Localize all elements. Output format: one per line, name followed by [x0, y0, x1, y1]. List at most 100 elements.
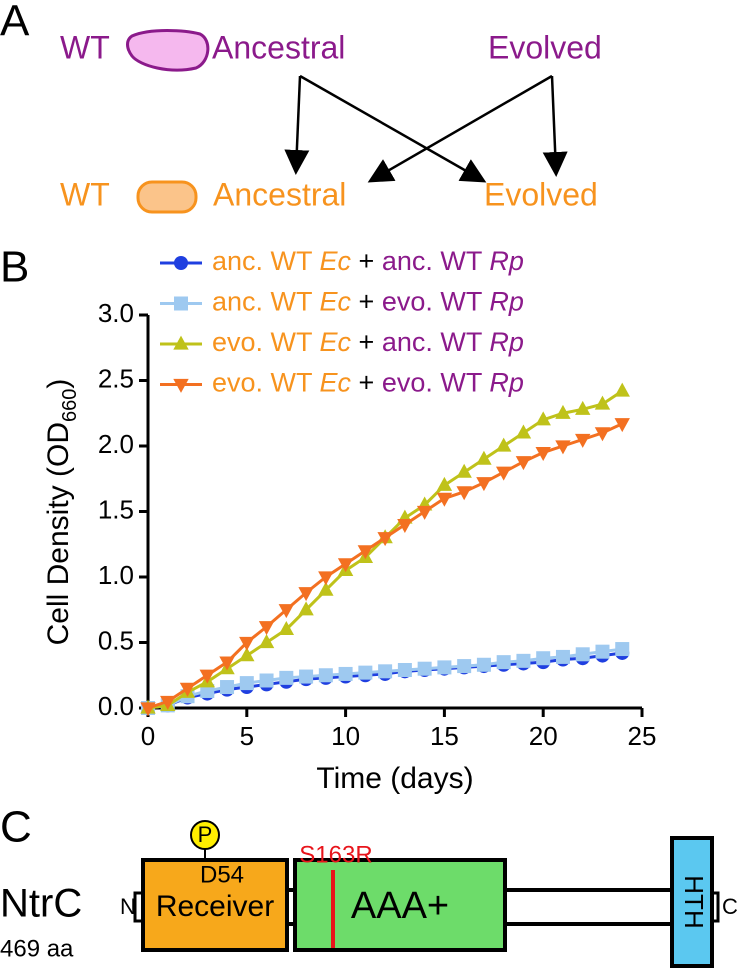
point — [456, 486, 472, 501]
point — [476, 657, 491, 672]
protein-name: NtrC — [0, 882, 82, 926]
point — [495, 437, 512, 452]
point — [318, 581, 334, 596]
x-tick-label: 25 — [628, 721, 657, 751]
point — [614, 382, 630, 397]
point — [615, 642, 630, 657]
point — [377, 532, 393, 547]
legend-label: evo. WT Ec + evo. WT Rp — [212, 368, 524, 398]
panel-label: C — [0, 803, 32, 852]
arrows — [284, 74, 568, 183]
point — [279, 670, 294, 685]
hth-domain — [670, 836, 714, 968]
point — [318, 668, 333, 683]
point — [174, 256, 188, 270]
point — [219, 656, 235, 671]
point — [515, 424, 532, 439]
ecoli-cell — [136, 180, 198, 214]
point — [173, 335, 189, 350]
point — [594, 395, 611, 410]
evolved-label: Evolved — [484, 176, 598, 212]
point — [476, 450, 492, 465]
x-tick-label: 0 — [141, 721, 155, 751]
point — [456, 463, 472, 478]
point — [496, 655, 511, 670]
legend-label: evo. WT Ec + anc. WT Rp — [212, 327, 524, 357]
point — [173, 378, 189, 393]
phosphate — [190, 820, 220, 850]
evolved-label: Evolved — [488, 29, 602, 65]
point — [298, 601, 314, 616]
legend-label: anc. WT Ec + anc. WT Rp — [212, 246, 524, 276]
y-tick-label: 0.5 — [98, 625, 134, 655]
site-label: D54 — [200, 861, 244, 888]
c-terminus: C — [722, 894, 738, 919]
point — [278, 621, 295, 635]
point — [614, 418, 630, 433]
c-cap — [712, 891, 720, 923]
point — [179, 682, 196, 697]
point — [476, 477, 492, 492]
point — [200, 683, 215, 698]
point — [338, 666, 353, 681]
point — [298, 587, 314, 602]
n-cap — [133, 891, 141, 923]
y-tick-label: 2.5 — [98, 363, 134, 393]
point — [555, 440, 571, 455]
x-tick-label: 20 — [529, 721, 558, 751]
y-axis-label: Cell Density (OD660) — [42, 379, 81, 646]
point — [258, 634, 275, 649]
rhodopseudomonas-cell — [126, 29, 210, 72]
x-axis-label: Time (days) — [316, 762, 473, 795]
point — [417, 661, 432, 676]
domain-label: HTH — [679, 875, 709, 928]
y-tick-label: 1.0 — [98, 560, 134, 590]
point — [575, 433, 591, 448]
point — [536, 651, 551, 666]
point — [595, 644, 610, 659]
point — [357, 545, 374, 560]
point — [594, 427, 611, 442]
strain-label: WT — [60, 176, 110, 212]
point — [457, 659, 472, 674]
ancestral-label: Ancestral — [213, 176, 346, 212]
y-tick-label: 3.0 — [98, 298, 134, 328]
panel-b: B Time (days) Cell Density (OD660) 0 5 10 1… — [0, 243, 656, 795]
aaa-domain — [293, 858, 507, 952]
point — [337, 558, 354, 573]
point — [436, 476, 453, 491]
domain-label: AAA+ — [351, 885, 449, 927]
point — [495, 466, 512, 481]
point — [239, 647, 255, 662]
x-tick-label: 10 — [331, 721, 360, 751]
y-tick-label: 1.5 — [98, 494, 134, 524]
point — [416, 505, 433, 520]
point — [358, 665, 373, 680]
point — [299, 669, 314, 684]
panel-c: C NtrC 469 aa N C Receiver AAA+ HTH P D5… — [0, 803, 738, 968]
point — [278, 604, 295, 619]
point — [239, 636, 255, 651]
ancestral-label: Ancestral — [212, 29, 345, 65]
panel-a: A WT Ancestral Evolved WT Ancestral Evol… — [0, 0, 602, 214]
point — [535, 446, 551, 461]
point — [160, 695, 176, 710]
point — [575, 647, 590, 662]
y-tick-label: 2.0 — [98, 429, 134, 459]
panel-label: B — [0, 243, 29, 292]
point — [515, 456, 532, 471]
point — [318, 571, 334, 586]
domain-label: Receiver — [156, 890, 274, 923]
phosphate-label: P — [198, 822, 213, 847]
panel-label: A — [0, 0, 30, 46]
point — [575, 400, 591, 415]
point — [555, 404, 571, 419]
mutation-label: S163R — [299, 841, 372, 868]
point — [174, 296, 188, 311]
point — [437, 660, 452, 675]
legend-label: anc. WT Ec + evo. WT Rp — [212, 287, 524, 317]
protein-length: 469 aa — [0, 935, 74, 962]
point — [436, 492, 453, 507]
point — [258, 621, 275, 636]
